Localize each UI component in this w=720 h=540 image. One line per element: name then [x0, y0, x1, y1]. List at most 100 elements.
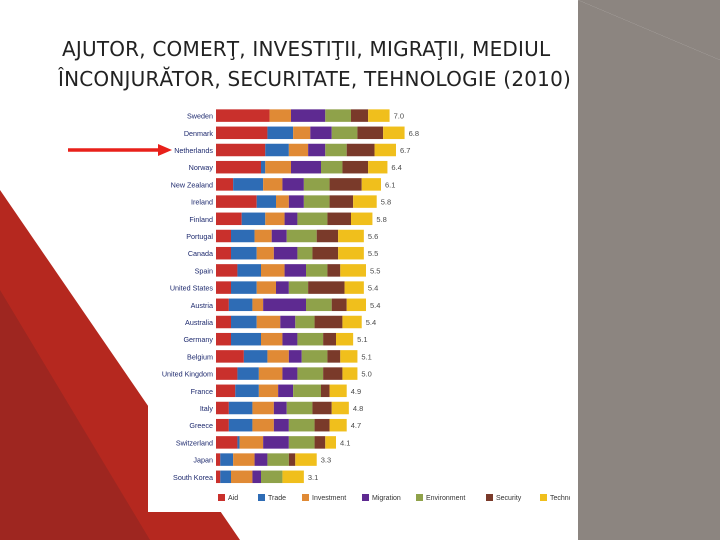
- bar-finland-migration: [284, 212, 298, 226]
- bar-switzerland-aid: [216, 436, 238, 449]
- total-label-spain: 5.5: [370, 266, 380, 275]
- bar-united-kingdom-aid: [216, 367, 238, 380]
- bar-ireland-migration: [288, 195, 304, 208]
- bar-france-investment: [258, 384, 279, 398]
- total-label-united-states: 5.4: [368, 284, 378, 293]
- legend-label-security: Security: [496, 495, 522, 502]
- category-label-spain: Spain: [195, 266, 213, 275]
- bar-france-technology: [329, 384, 347, 398]
- total-label-greece: 4.7: [351, 421, 361, 430]
- category-label-norway: Norway: [189, 163, 214, 172]
- total-label-united-kingdom: 5.0: [361, 370, 371, 379]
- total-label-ireland: 5.8: [381, 198, 391, 207]
- bar-greece-trade: [228, 418, 253, 432]
- title-line-1: AJUTOR, COMERŢ, INVESTIŢII, MIGRAŢII, ME…: [62, 37, 551, 61]
- bar-germany-trade: [231, 332, 261, 346]
- bar-spain-trade: [237, 264, 261, 277]
- bar-portugal-aid: [216, 229, 231, 243]
- bar-canada-environment: [297, 246, 313, 260]
- legend-swatch-aid: [218, 494, 225, 501]
- total-label-italy: 4.8: [353, 404, 363, 413]
- bar-portugal-migration: [271, 229, 287, 243]
- bar-australia-migration: [280, 315, 296, 329]
- dark-red-triangle: [0, 290, 150, 540]
- bar-france-environment: [293, 384, 321, 398]
- bar-denmark-migration: [310, 126, 332, 140]
- total-label-portugal: 5.6: [368, 232, 378, 241]
- bar-netherlands-migration: [308, 143, 326, 157]
- legend-label-environment: Environment: [426, 495, 465, 502]
- bar-spain-security: [327, 264, 341, 277]
- bar-greece-migration: [273, 418, 289, 432]
- category-label-greece: Greece: [189, 421, 213, 430]
- bar-germany-technology: [336, 332, 354, 346]
- legend-label-migration: Migration: [372, 495, 401, 502]
- bar-canada-aid: [216, 246, 231, 260]
- bar-canada-security: [312, 246, 339, 260]
- bar-germany-aid: [216, 332, 231, 346]
- bar-japan-aid: [216, 453, 221, 466]
- bar-austria-investment: [252, 298, 264, 312]
- bar-portugal-security: [316, 229, 339, 243]
- total-labels: 7.0 6.8 6.7 6.4 6.1 5.8 5.8 5.6 5.5 5.5 5.4 5.4 5.4 5…: [308, 112, 419, 482]
- bar-new-zealand-environment: [303, 178, 330, 191]
- bar-united-states-aid: [216, 281, 231, 294]
- category-label-united-states: United States: [170, 284, 214, 293]
- bar-united-kingdom-technology: [342, 367, 358, 380]
- total-label-south-korea: 3.1: [308, 473, 318, 482]
- bar-italy-trade: [228, 401, 253, 415]
- bar-italy-security: [312, 401, 332, 415]
- bar-portugal-trade: [231, 229, 255, 243]
- bar-netherlands-trade: [265, 143, 289, 157]
- bar-japan-security: [288, 453, 296, 466]
- bar-sweden-security: [351, 109, 369, 122]
- bar-south-korea-environment: [261, 470, 283, 484]
- bar-denmark-trade: [267, 126, 294, 140]
- bar-spain-investment: [261, 264, 285, 277]
- bar-norway-technology: [368, 160, 388, 174]
- legend-label-trade: Trade: [268, 495, 286, 502]
- bar-united-kingdom-environment: [297, 367, 324, 380]
- bar-united-kingdom-trade: [237, 367, 259, 380]
- bar-canada-technology: [338, 246, 364, 260]
- bar-france-security: [321, 384, 330, 398]
- category-label-australia: Australia: [185, 318, 213, 327]
- category-label-finland: Finland: [189, 215, 213, 224]
- bar-japan-migration: [254, 453, 268, 466]
- category-label-italy: Italy: [200, 404, 214, 413]
- bar-australia-trade: [231, 315, 257, 329]
- bar-denmark-aid: [216, 126, 268, 140]
- bar-spain-technology: [340, 264, 366, 277]
- bar-finland-security: [327, 212, 351, 226]
- category-label-south-korea: South Korea: [173, 473, 213, 482]
- bar-new-zealand-technology: [361, 178, 381, 191]
- category-label-japan: Japan: [193, 456, 213, 465]
- bar-germany-environment: [297, 332, 324, 346]
- bar-sweden-investment: [269, 109, 291, 122]
- legend-swatch-security: [486, 494, 493, 501]
- bar-austria-aid: [216, 298, 229, 312]
- bar-canada-trade: [231, 246, 257, 260]
- total-label-netherlands: 6.7: [400, 146, 410, 155]
- bar-ireland-security: [329, 195, 354, 208]
- total-label-norway: 6.4: [391, 163, 401, 172]
- bar-netherlands-investment: [288, 143, 309, 157]
- legend: Aid Trade Investment Migration Environment Se…: [218, 494, 570, 502]
- bar-germany-migration: [282, 332, 298, 346]
- bar-australia-investment: [256, 315, 281, 329]
- bar-austria-trade: [228, 298, 253, 312]
- bar-belgium-aid: [216, 350, 244, 363]
- total-label-switzerland: 4.1: [340, 438, 350, 447]
- bar-new-zealand-security: [329, 178, 362, 191]
- bar-austria-security: [331, 298, 347, 312]
- bar-greece-aid: [216, 418, 229, 432]
- category-label-germany: Germany: [183, 335, 213, 344]
- legend-swatch-investment: [302, 494, 309, 501]
- bar-netherlands-technology: [374, 143, 396, 157]
- total-label-australia: 5.4: [366, 318, 376, 327]
- bar-denmark-technology: [383, 126, 405, 140]
- slide-title: AJUTOR, COMERŢ, INVESTIŢII, MIGRAŢII, ME…: [58, 34, 660, 94]
- bar-finland-environment: [297, 212, 328, 226]
- bar-south-korea-investment: [231, 470, 253, 484]
- bar-france-aid: [216, 384, 236, 398]
